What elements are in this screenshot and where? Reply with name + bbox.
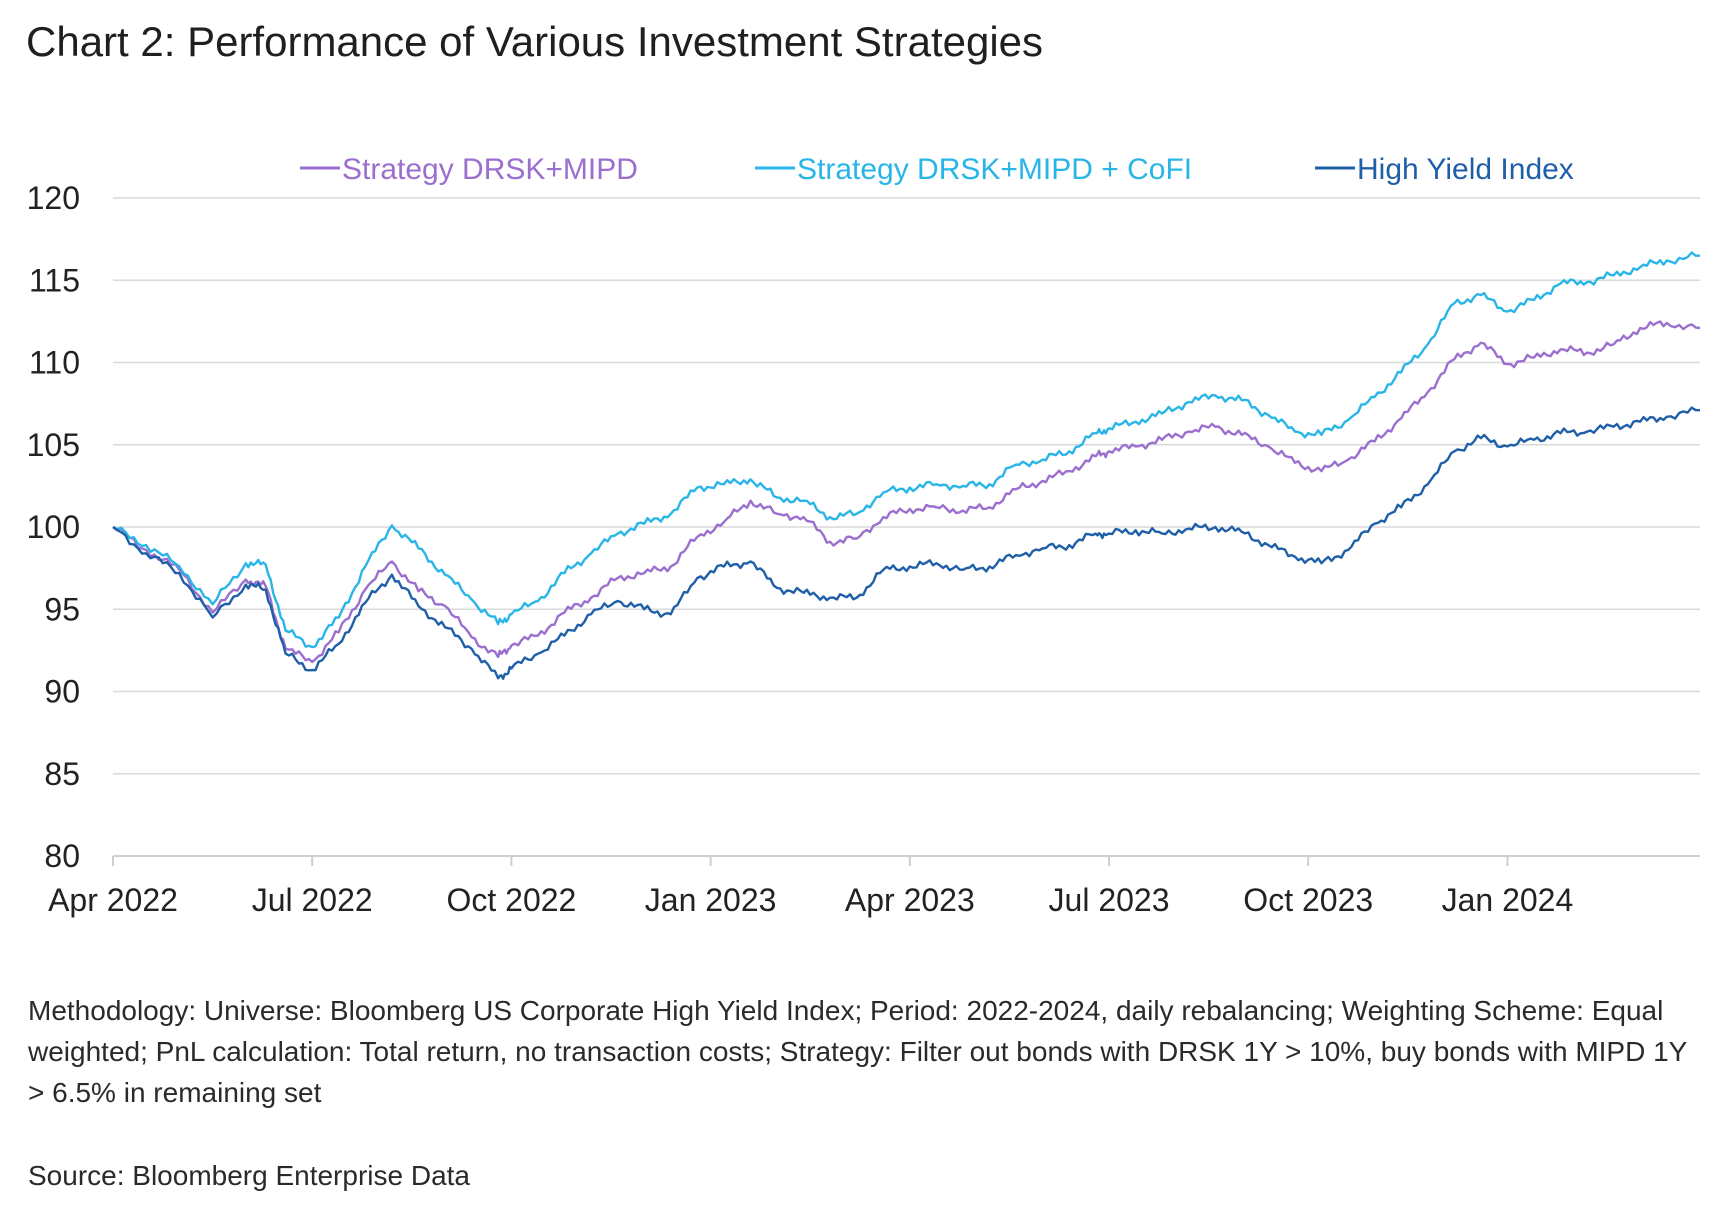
y-tick-label: 95	[44, 591, 80, 627]
x-tick-label: Apr 2022	[48, 882, 178, 918]
x-axis-tick-labels: Apr 2022 Jul 2022 Oct 2022 Jan 2023 Apr 2023…	[48, 882, 1573, 918]
methodology-note: Methodology: Universe: Bloomberg US Corp…	[28, 995, 1687, 1108]
series-lines	[112, 251, 1701, 680]
y-tick-label: 105	[27, 427, 80, 463]
source-note: Source: Bloomberg Enterprise Data	[28, 1160, 470, 1191]
y-tick-label: 115	[29, 262, 80, 298]
y-tick-label: 90	[44, 674, 80, 710]
gridlines	[113, 197, 1700, 775]
series-line-strategy-drsk-mipd-cofi	[112, 251, 1701, 649]
x-tick-label: Apr 2023	[845, 882, 975, 918]
x-tick-label: Oct 2022	[446, 882, 576, 918]
y-tick-label: 85	[44, 756, 80, 792]
x-tick-label: Oct 2023	[1243, 882, 1373, 918]
line-chart: 80 85 90 95 100 105 110 115 120 Apr 2022 Jul 2022…	[27, 153, 1701, 918]
y-tick-label: 80	[44, 838, 80, 874]
x-axis	[112, 855, 1700, 866]
legend: Strategy DRSK+MIPD Strategy DRSK+MIPD + C…	[300, 153, 1574, 186]
y-tick-label: 120	[27, 180, 80, 216]
series-line-high-yield-index	[112, 406, 1700, 680]
series-line-strategy-drsk-mipd	[112, 320, 1701, 664]
y-axis-tick-labels: 80 85 90 95 100 105 110 115 120	[27, 180, 80, 874]
y-tick-label: 110	[29, 345, 80, 381]
x-tick-label: Jul 2022	[252, 882, 373, 918]
legend-label: Strategy DRSK+MIPD	[342, 153, 638, 186]
legend-label: High Yield Index	[1357, 153, 1574, 186]
legend-label: Strategy DRSK+MIPD + CoFI	[797, 153, 1192, 186]
x-tick-label: Jan 2023	[645, 882, 777, 918]
x-tick-label: Jul 2023	[1049, 882, 1170, 918]
x-tick-label: Jan 2024	[1442, 882, 1574, 918]
y-tick-label: 100	[27, 509, 80, 545]
chart-title: Chart 2: Performance of Various Investme…	[26, 18, 1044, 65]
